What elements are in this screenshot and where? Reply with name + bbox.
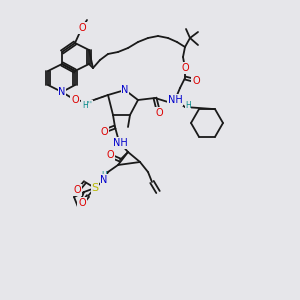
Text: O: O [181,63,189,73]
Text: N: N [58,87,66,97]
Text: H: H [101,170,107,179]
Text: NH: NH [168,95,182,105]
Text: O: O [100,127,108,137]
Text: O: O [78,198,86,208]
Text: H: H [185,100,191,109]
Text: O: O [78,23,86,33]
Text: O: O [192,76,200,86]
Text: S: S [92,183,99,193]
Text: N: N [121,85,129,95]
Text: NH: NH [112,138,128,148]
Text: H'': H'' [82,100,92,109]
Text: N: N [100,175,108,185]
Text: O: O [73,185,81,195]
Text: O: O [155,108,163,118]
Text: O: O [106,150,114,160]
Text: O: O [71,95,79,105]
